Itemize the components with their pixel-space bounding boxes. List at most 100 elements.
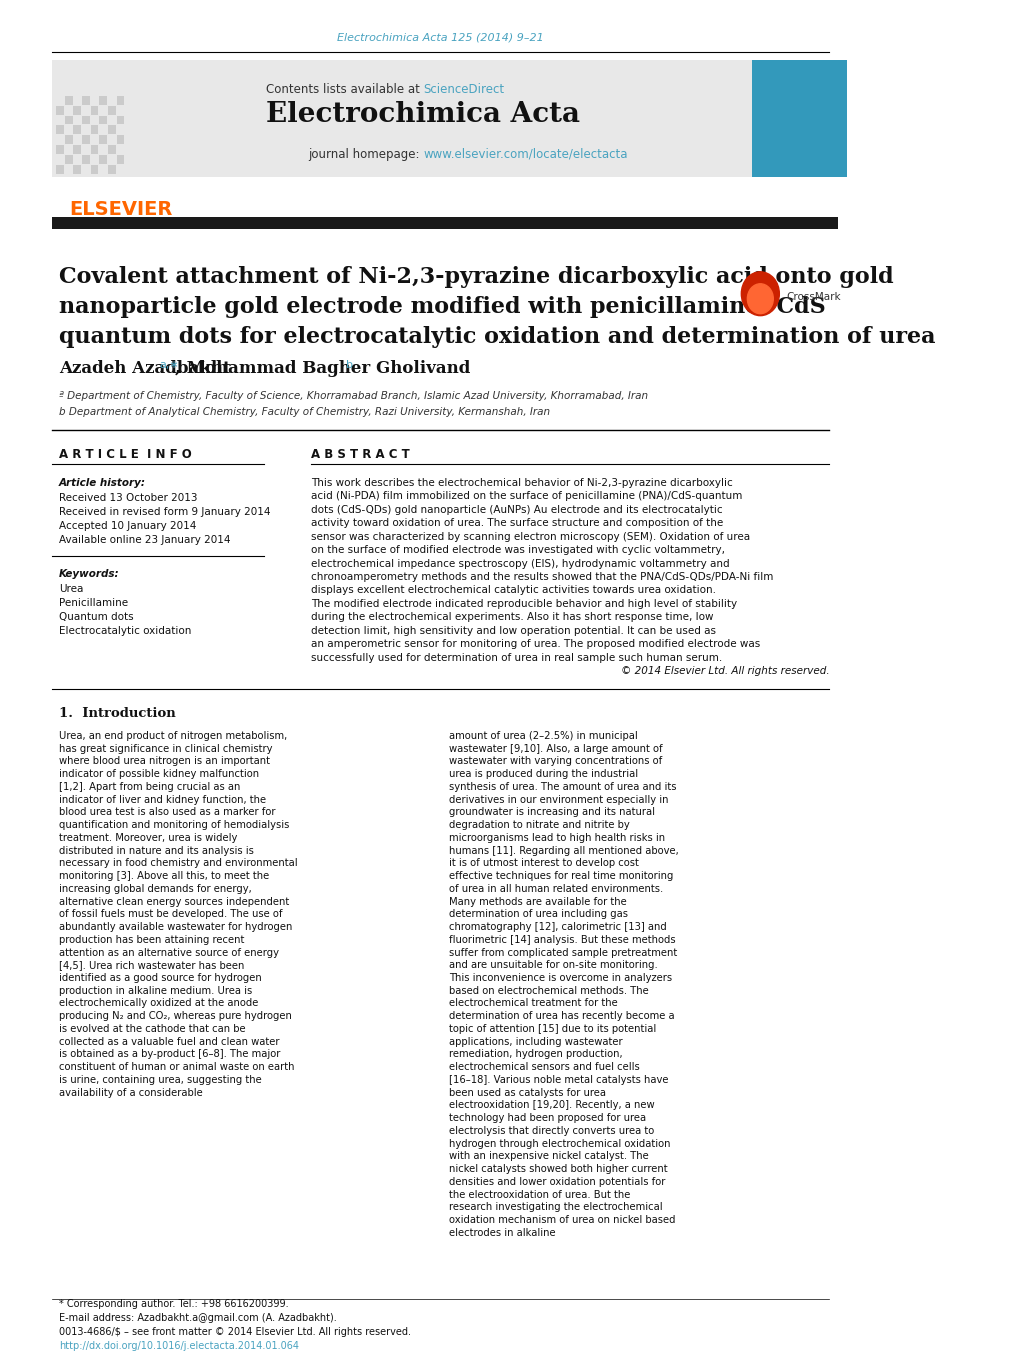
Text: necessary in food chemistry and environmental: necessary in food chemistry and environm… <box>59 858 298 869</box>
Text: chronoamperometry methods and the results showed that the PNA/CdS-QDs/PDA-Ni fil: chronoamperometry methods and the result… <box>311 571 772 582</box>
Text: is urine, containing urea, suggesting the: is urine, containing urea, suggesting th… <box>59 1075 261 1085</box>
Text: production has been attaining recent: production has been attaining recent <box>59 935 244 944</box>
Bar <box>73 105 82 115</box>
Bar <box>56 146 64 154</box>
Text: Electrocatalytic oxidation: Electrocatalytic oxidation <box>59 627 191 636</box>
Text: an amperometric sensor for monitoring of urea. The proposed modified electrode w: an amperometric sensor for monitoring of… <box>311 639 759 650</box>
Bar <box>108 126 116 134</box>
Text: derivatives in our environment especially in: derivatives in our environment especiall… <box>448 794 668 805</box>
Text: amount of urea (2–2.5%) in municipal: amount of urea (2–2.5%) in municipal <box>448 731 638 740</box>
Text: attention as an alternative source of energy: attention as an alternative source of en… <box>59 947 278 958</box>
Text: © 2014 Elsevier Ltd. All rights reserved.: © 2014 Elsevier Ltd. All rights reserved… <box>621 666 828 676</box>
Text: effective techniques for real time monitoring: effective techniques for real time monit… <box>448 871 673 881</box>
Text: has great significance in clinical chemistry: has great significance in clinical chemi… <box>59 743 272 754</box>
Text: research investigating the electrochemical: research investigating the electrochemic… <box>448 1202 662 1212</box>
Bar <box>116 96 124 104</box>
Bar <box>116 155 124 165</box>
Text: wastewater [9,10]. Also, a large amount of: wastewater [9,10]. Also, a large amount … <box>448 743 662 754</box>
Text: electrochemically oxidized at the anode: electrochemically oxidized at the anode <box>59 998 258 1008</box>
Text: oxidation mechanism of urea on nickel based: oxidation mechanism of urea on nickel ba… <box>448 1215 676 1225</box>
Text: quantification and monitoring of hemodialysis: quantification and monitoring of hemodia… <box>59 820 288 830</box>
Bar <box>99 115 107 124</box>
Text: ScienceDirect: ScienceDirect <box>423 84 504 96</box>
Text: identified as a good source for hydrogen: identified as a good source for hydrogen <box>59 973 261 984</box>
Bar <box>65 135 72 145</box>
Text: constituent of human or animal waste on earth: constituent of human or animal waste on … <box>59 1062 293 1073</box>
Bar <box>82 115 90 124</box>
Text: distributed in nature and its analysis is: distributed in nature and its analysis i… <box>59 846 254 855</box>
Text: urea is produced during the industrial: urea is produced during the industrial <box>448 769 638 780</box>
Text: remediation, hydrogen production,: remediation, hydrogen production, <box>448 1050 623 1059</box>
Text: groundwater is increasing and its natural: groundwater is increasing and its natura… <box>448 808 654 817</box>
Bar <box>99 155 107 165</box>
Text: acid (Ni-PDA) film immobilized on the surface of penicillamine (PNA)/CdS-quantum: acid (Ni-PDA) film immobilized on the su… <box>311 492 742 501</box>
Bar <box>82 96 90 104</box>
Text: b: b <box>345 361 353 370</box>
Text: Many methods are available for the: Many methods are available for the <box>448 897 627 907</box>
Bar <box>73 165 82 174</box>
Text: Received 13 October 2013: Received 13 October 2013 <box>59 493 197 503</box>
Text: A B S T R A C T: A B S T R A C T <box>311 447 410 461</box>
Text: degradation to nitrate and nitrite by: degradation to nitrate and nitrite by <box>448 820 630 830</box>
Text: Article history:: Article history: <box>59 478 146 488</box>
Text: determination of urea has recently become a: determination of urea has recently becom… <box>448 1012 675 1021</box>
Text: fluorimetric [14] analysis. But these methods: fluorimetric [14] analysis. But these me… <box>448 935 676 944</box>
Bar <box>108 165 116 174</box>
Bar <box>91 126 99 134</box>
Bar <box>82 135 90 145</box>
Text: is evolved at the cathode that can be: is evolved at the cathode that can be <box>59 1024 246 1034</box>
Text: humans [11]. Regarding all mentioned above,: humans [11]. Regarding all mentioned abo… <box>448 846 679 855</box>
Text: This work describes the electrochemical behavior of Ni-2,3-pyrazine dicarboxylic: This work describes the electrochemical … <box>311 478 732 488</box>
Bar <box>56 105 64 115</box>
Text: microorganisms lead to high health risks in: microorganisms lead to high health risks… <box>448 832 664 843</box>
Bar <box>73 126 82 134</box>
Text: http://dx.doi.org/10.1016/j.electacta.2014.01.064: http://dx.doi.org/10.1016/j.electacta.20… <box>59 1342 299 1351</box>
Text: journal homepage:: journal homepage: <box>308 147 423 161</box>
Text: Keywords:: Keywords: <box>59 569 119 578</box>
Text: Contents lists available at: Contents lists available at <box>266 84 423 96</box>
Text: applications, including wastewater: applications, including wastewater <box>448 1036 623 1047</box>
Text: collected as a valuable fuel and clean water: collected as a valuable fuel and clean w… <box>59 1036 279 1047</box>
Bar <box>65 155 72 165</box>
Bar <box>116 115 124 124</box>
Text: nickel catalysts showed both higher current: nickel catalysts showed both higher curr… <box>448 1165 667 1174</box>
Bar <box>56 126 64 134</box>
Text: * Corresponding author. Tel.: +98 6616200399.: * Corresponding author. Tel.: +98 661620… <box>59 1300 288 1309</box>
Text: Electrochimica Acta: Electrochimica Acta <box>266 101 580 128</box>
Text: electrolysis that directly converts urea to: electrolysis that directly converts urea… <box>448 1125 654 1136</box>
Bar <box>73 146 82 154</box>
Text: www.elsevier.com/locate/electacta: www.elsevier.com/locate/electacta <box>423 147 628 161</box>
Text: Covalent attachment of Ni-2,3-pyrazine dicarboxylic acid onto gold: Covalent attachment of Ni-2,3-pyrazine d… <box>59 266 893 288</box>
Bar <box>65 115 72 124</box>
Text: detection limit, high sensitivity and low operation potential. It can be used as: detection limit, high sensitivity and lo… <box>311 626 715 636</box>
Text: determination of urea including gas: determination of urea including gas <box>448 909 628 919</box>
Text: a,∗: a,∗ <box>160 361 179 370</box>
Text: treatment. Moreover, urea is widely: treatment. Moreover, urea is widely <box>59 832 236 843</box>
Circle shape <box>747 284 772 313</box>
Bar <box>99 96 107 104</box>
Text: on the surface of modified electrode was investigated with cyclic voltammetry,: on the surface of modified electrode was… <box>311 546 725 555</box>
Text: synthesis of urea. The amount of urea and its: synthesis of urea. The amount of urea an… <box>448 782 677 792</box>
Text: alternative clean energy sources independent: alternative clean energy sources indepen… <box>59 897 288 907</box>
Text: monitoring [3]. Above all this, to meet the: monitoring [3]. Above all this, to meet … <box>59 871 269 881</box>
Text: topic of attention [15] due to its potential: topic of attention [15] due to its poten… <box>448 1024 656 1034</box>
Bar <box>52 218 838 230</box>
Text: the electrooxidation of urea. But the: the electrooxidation of urea. But the <box>448 1190 630 1200</box>
Text: electrochemical treatment for the: electrochemical treatment for the <box>448 998 618 1008</box>
Text: A R T I C L E  I N F O: A R T I C L E I N F O <box>59 447 192 461</box>
Text: E-mail address: Azadbakht.a@gmail.com (A. Azadbakht).: E-mail address: Azadbakht.a@gmail.com (A… <box>59 1313 336 1324</box>
Text: successfully used for determination of urea in real sample such human serum.: successfully used for determination of u… <box>311 653 721 663</box>
Text: electrooxidation [19,20]. Recently, a new: electrooxidation [19,20]. Recently, a ne… <box>448 1101 654 1111</box>
Text: indicator of possible kidney malfunction: indicator of possible kidney malfunction <box>59 769 259 780</box>
Bar <box>116 135 124 145</box>
Bar <box>52 59 794 177</box>
Text: ª Department of Chemistry, Faculty of Science, Khorramabad Branch, Islamic Azad : ª Department of Chemistry, Faculty of Sc… <box>59 392 647 401</box>
Text: technology had been proposed for urea: technology had been proposed for urea <box>448 1113 646 1123</box>
Text: densities and lower oxidation potentials for: densities and lower oxidation potentials… <box>448 1177 665 1188</box>
Text: Quantum dots: Quantum dots <box>59 612 133 623</box>
Text: Received in revised form 9 January 2014: Received in revised form 9 January 2014 <box>59 507 270 517</box>
Text: is obtained as a by-product [6–8]. The major: is obtained as a by-product [6–8]. The m… <box>59 1050 280 1059</box>
Text: of fossil fuels must be developed. The use of: of fossil fuels must be developed. The u… <box>59 909 282 919</box>
Text: Accepted 10 January 2014: Accepted 10 January 2014 <box>59 520 196 531</box>
Text: This inconvenience is overcome in analyzers: This inconvenience is overcome in analyz… <box>448 973 672 984</box>
